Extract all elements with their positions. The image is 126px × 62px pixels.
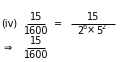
- Text: ×: ×: [87, 25, 95, 36]
- Text: 15: 15: [30, 13, 42, 23]
- Text: 5: 5: [96, 25, 102, 36]
- Text: 15: 15: [30, 37, 42, 46]
- Text: 6: 6: [83, 24, 87, 30]
- Text: (iv): (iv): [1, 19, 17, 29]
- Text: 1600: 1600: [24, 49, 48, 60]
- Text: 2: 2: [102, 24, 106, 30]
- Text: ⇒: ⇒: [3, 43, 11, 53]
- Text: 15: 15: [87, 13, 99, 23]
- Text: 1600: 1600: [24, 25, 48, 36]
- Text: =: =: [54, 19, 62, 29]
- Text: 2: 2: [77, 25, 83, 36]
